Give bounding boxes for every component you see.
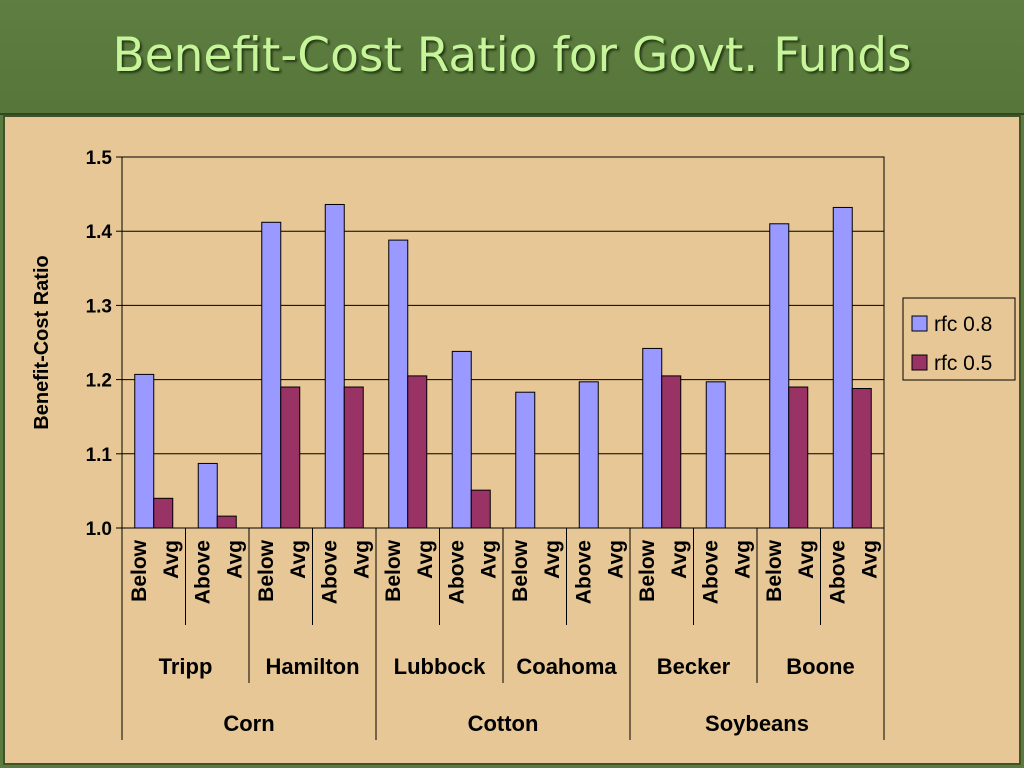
title-bar: Benefit-Cost Ratio for Govt. Funds — [0, 0, 1024, 115]
location-label: Coahoma — [516, 654, 617, 679]
bar-rfc-0-5 — [280, 386, 301, 529]
category-label: Below — [509, 539, 532, 602]
category-label: Below — [255, 539, 278, 602]
bar-rfc-0-8 — [324, 203, 345, 529]
crop-label: Corn — [223, 711, 274, 736]
category-label: Above — [572, 540, 595, 604]
plot-area — [121, 156, 885, 529]
category-label: Above — [445, 540, 468, 604]
bar-rfc-0-5 — [216, 515, 237, 529]
bar-rfc-0-5 — [851, 388, 872, 529]
bar-rfc-0-8 — [515, 391, 536, 529]
category-label: Avg — [668, 540, 691, 579]
legend-swatch — [911, 354, 928, 371]
legend-swatch — [911, 315, 928, 332]
y-axis-title: Benefit-Cost Ratio — [31, 255, 53, 429]
y-tick-label: 1.2 — [86, 371, 112, 392]
category-label: Avg — [350, 540, 373, 579]
bar-rfc-0-8 — [705, 381, 726, 529]
legend-label: rfc 0.5 — [934, 352, 992, 375]
category-label: Avg — [604, 540, 627, 579]
category-label: Avg — [160, 540, 183, 579]
y-tick-label: 1.5 — [86, 148, 113, 169]
category-label: Above — [826, 540, 849, 604]
category-label: Below — [128, 539, 151, 602]
category-label: Above — [191, 540, 214, 604]
y-tick-label: 1.3 — [86, 296, 112, 317]
crop-label: Cotton — [468, 711, 539, 736]
bar-rfc-0-8 — [134, 373, 155, 529]
y-tick-label: 1.4 — [86, 222, 113, 243]
category-label: Avg — [731, 540, 754, 579]
location-label: Tripp — [159, 654, 213, 679]
legend-label: rfc 0.8 — [934, 313, 992, 336]
category-label: Below — [636, 539, 659, 602]
y-tick-label: 1.0 — [86, 519, 112, 540]
location-label: Boone — [786, 654, 854, 679]
y-tick-label: 1.1 — [86, 445, 113, 466]
category-label: Avg — [223, 540, 246, 579]
bar-rfc-0-8 — [197, 462, 218, 529]
category-label: Below — [763, 539, 786, 602]
location-label: Lubbock — [394, 654, 486, 679]
category-label: Avg — [858, 540, 881, 579]
bar-rfc-0-5 — [661, 375, 682, 529]
bar-rfc-0-5 — [343, 386, 364, 529]
bar-rfc-0-5 — [153, 497, 174, 529]
crop-label: Soybeans — [705, 711, 809, 736]
category-label: Avg — [795, 540, 818, 579]
category-label: Above — [699, 540, 722, 604]
bar-rfc-0-8 — [578, 381, 599, 529]
category-label: Below — [382, 539, 405, 602]
bar-rfc-0-8 — [642, 347, 663, 529]
bar-rfc-0-8 — [261, 221, 282, 529]
category-label: Avg — [477, 540, 500, 579]
bar-rfc-0-8 — [769, 223, 790, 529]
bar-rfc-0-5 — [788, 386, 809, 529]
bar-rfc-0-8 — [832, 206, 853, 529]
category-label: Above — [318, 540, 341, 604]
bar-rfc-0-5 — [407, 375, 428, 529]
category-label: Avg — [287, 540, 310, 579]
location-label: Hamilton — [265, 654, 359, 679]
bar-rfc-0-5 — [470, 489, 491, 529]
slide-title: Benefit-Cost Ratio for Govt. Funds — [112, 28, 912, 83]
bar-rfc-0-8 — [451, 350, 472, 529]
bar-rfc-0-8 — [388, 239, 409, 529]
category-label: Avg — [541, 540, 564, 579]
category-label: Avg — [414, 540, 437, 579]
location-label: Becker — [657, 654, 731, 679]
